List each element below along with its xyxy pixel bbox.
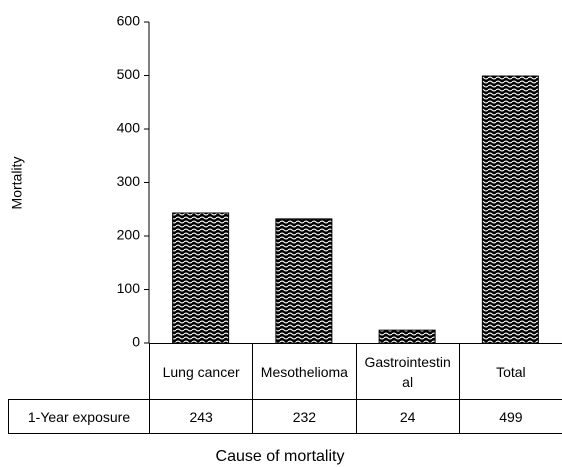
bar [275,218,333,344]
category-cell: Mesothelioma [252,343,357,400]
y-axis-label: Mortality [9,157,25,210]
y-tick-label: 600 [117,13,141,29]
category-cell: Gastrointestinal [355,343,460,400]
value-cell: 232 [252,399,357,434]
y-tick-label: 300 [117,173,141,189]
y-tick-label: 500 [117,66,141,82]
bar [378,329,436,344]
category-cell: Total [458,343,562,400]
y-tick-label: 0 [132,334,140,350]
y-tick-label: 400 [117,120,141,136]
y-tick-label: 100 [117,280,141,296]
bar [172,212,230,344]
value-cell: 24 [355,399,460,434]
x-axis-label: Cause of mortality [216,448,345,465]
bar [481,75,539,344]
y-tick-label: 200 [117,227,141,243]
series-name-cell: 1-Year exposure [8,399,150,434]
value-cell: 243 [149,399,254,434]
value-cell: 499 [458,399,562,434]
category-cell: Lung cancer [149,343,254,400]
